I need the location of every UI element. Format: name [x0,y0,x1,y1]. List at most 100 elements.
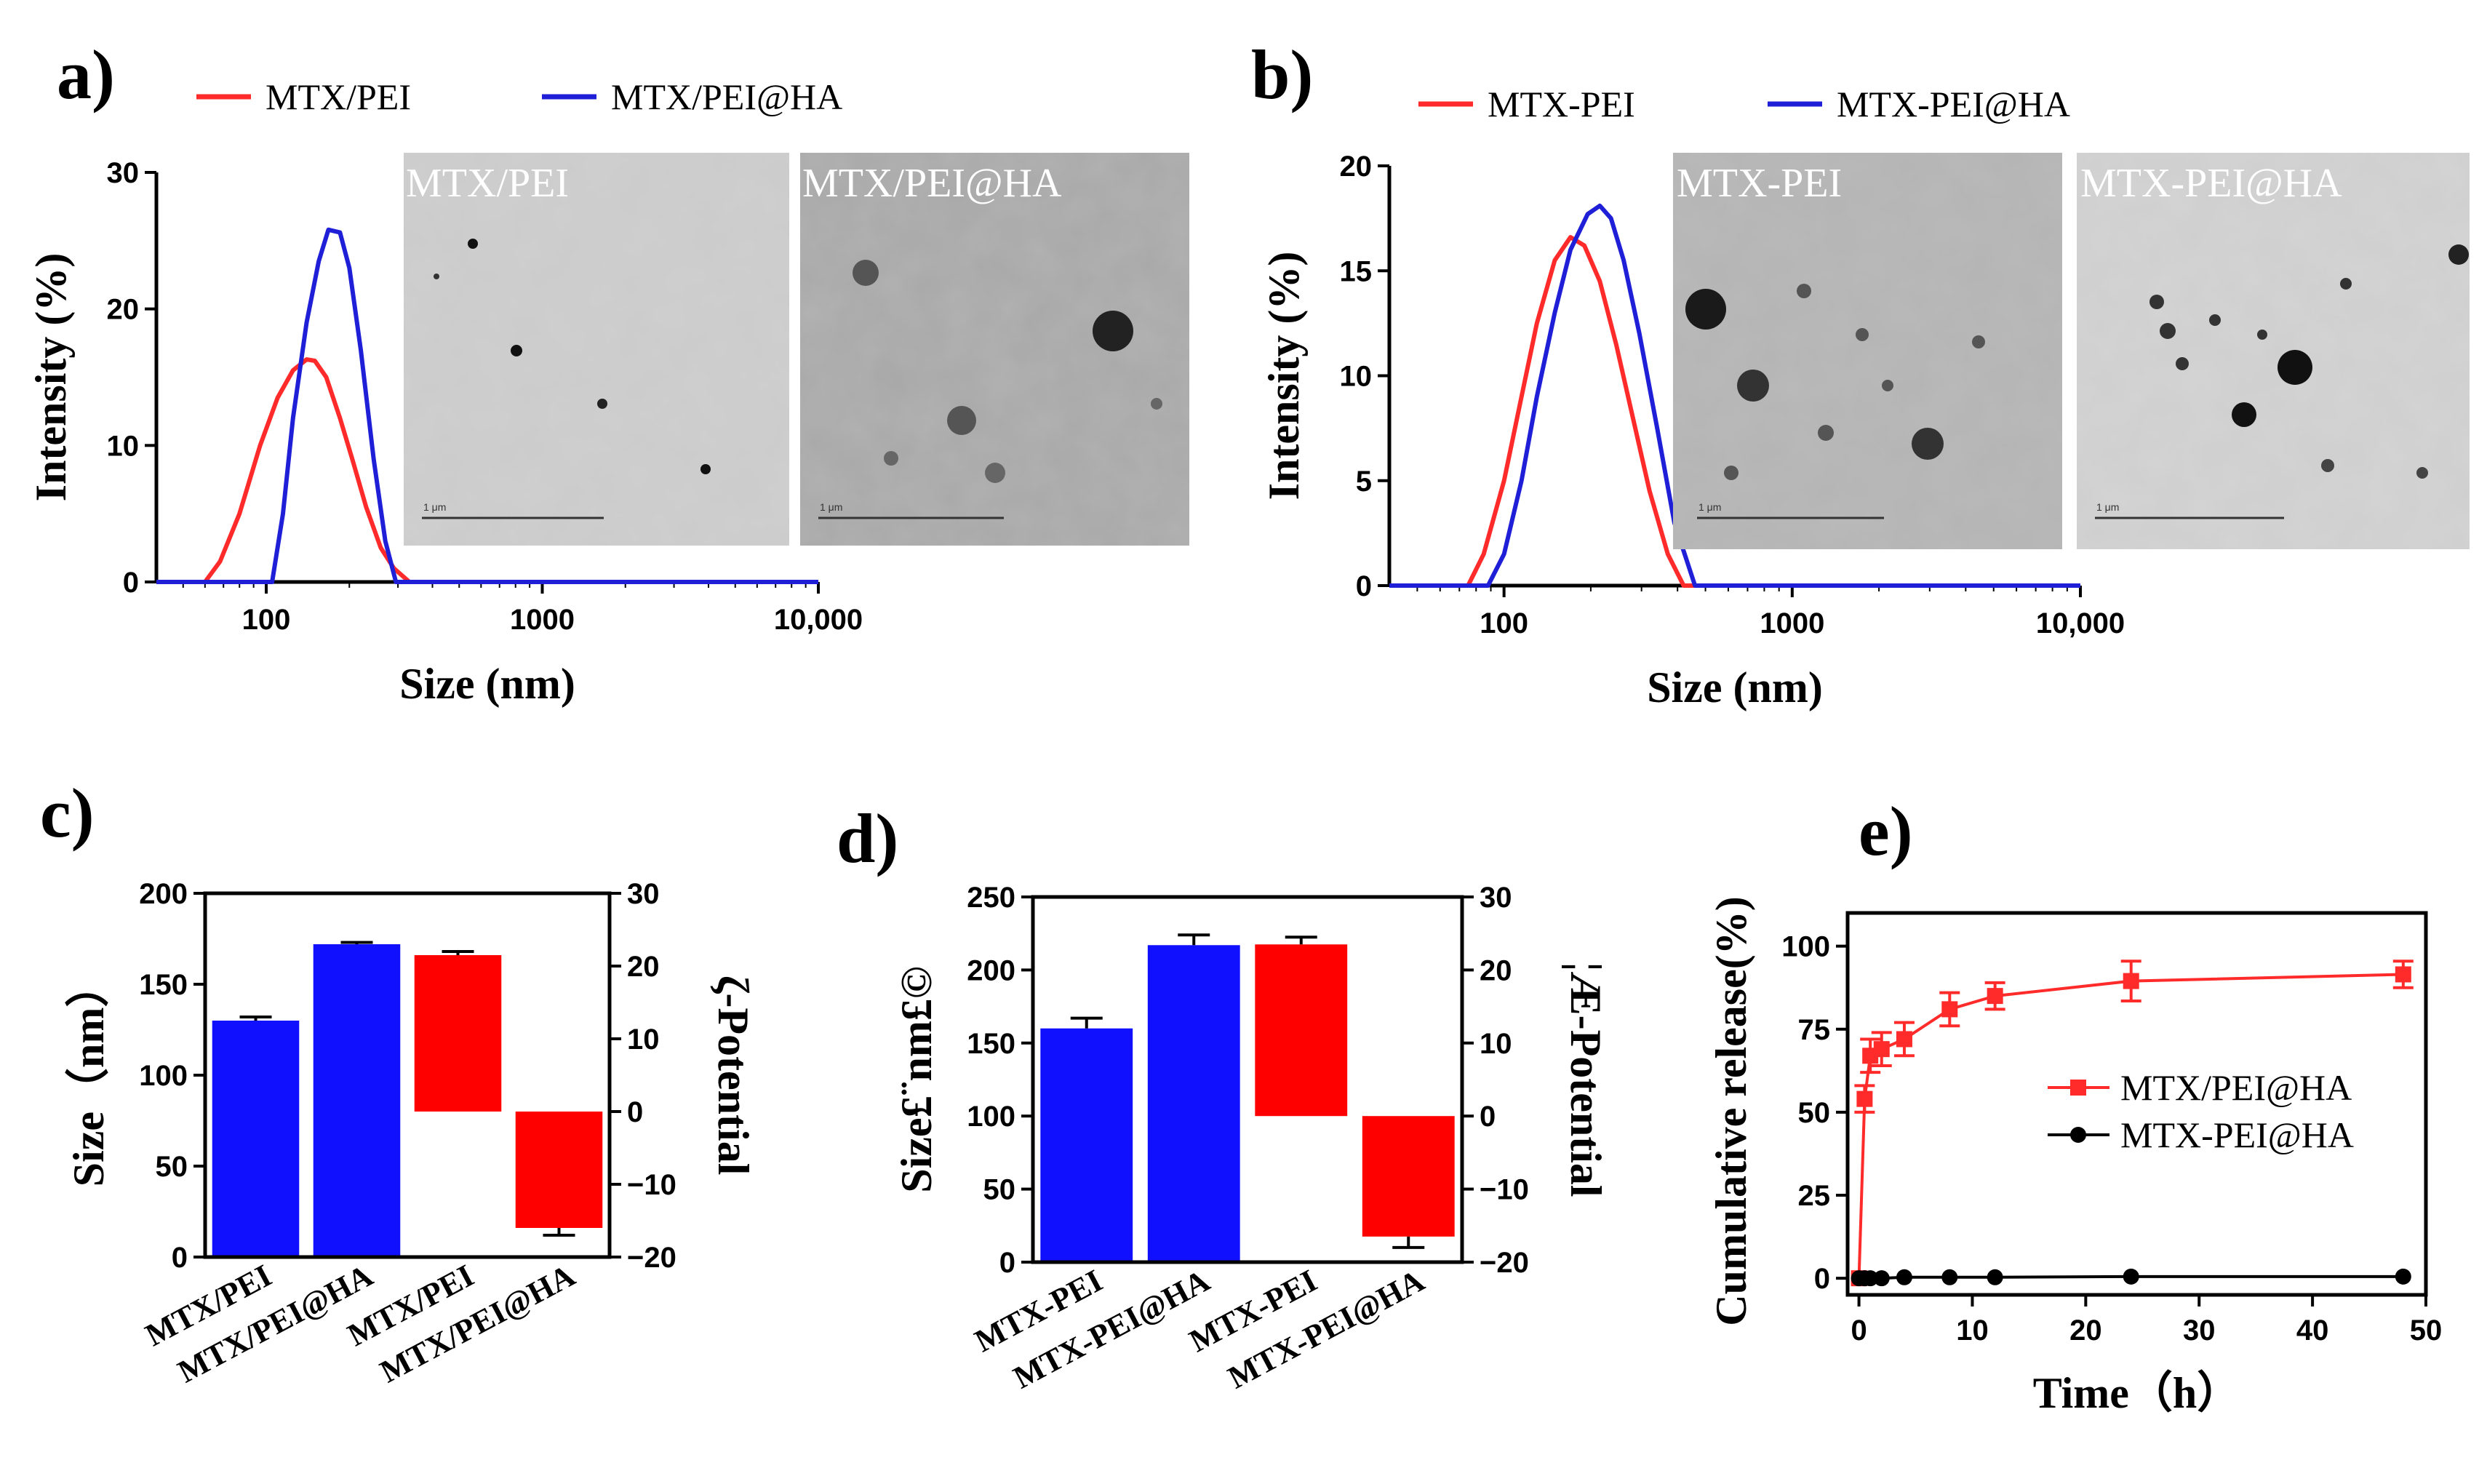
x-tick-label: 10,000 [2036,607,2125,639]
data-point [2395,1268,2411,1285]
y2-tick-label: −20 [627,1242,676,1274]
y-tick-label: 20 [1340,151,1373,183]
series-line-mtx-pei-ha [1389,203,2080,588]
bar-3 [1255,944,1348,1117]
y2-axis-title: ζ-Potential [709,976,757,1176]
legend-label: MTX-PEI [1488,84,1635,124]
series-line-mtx-pei [1389,235,2080,588]
tem-a1-label: MTX/PEI [406,161,569,206]
panel-a-tem-images: 1 μm MTX/PEI 1 μm MTX/PEI@HA [404,153,1189,546]
y2-axis-title: ¦Æ-Potential [1562,962,1610,1197]
tem-b2-label: MTX-PEI@HA [2080,161,2342,206]
x-axis-title: Size (nm) [1647,663,1823,711]
legend-marker [2070,1080,2086,1096]
y2-tick-label: 20 [1480,954,1512,986]
y-tick-label: 75 [1798,1014,1831,1046]
x-axis-title: Time（h） [2033,1368,2241,1417]
bar-2 [1147,945,1240,1262]
y-tick-label: 50 [156,1151,188,1183]
y2-tick-label: 30 [627,878,660,910]
plot-frame [1031,895,1464,1264]
y2-tick-label: 10 [627,1024,660,1056]
legend-marker [2070,1127,2086,1143]
y-tick-label: 100 [1781,931,1830,963]
bar-4 [515,1112,603,1228]
y-tick-label: 20 [107,294,140,326]
x-tick-label: 50 [2410,1315,2443,1347]
series-line-mtx-pei-ha [156,227,818,584]
x-tick-label: 30 [2183,1315,2216,1347]
tem-a1-scale: 1 μm [423,501,446,513]
y-tick-label: 100 [967,1101,1015,1133]
panel-d-letter: d) [837,799,898,877]
legend-label: MTX/PEI@HA [2120,1067,2352,1108]
tem-image-mtx-pei-ha-covalent: 1 μm MTX-PEI@HA [2077,153,2470,549]
x-tick-label: 1000 [510,604,575,636]
panel-a-dls-chart: 0 10 20 30 100 1000 10,000 Size (nm) Intensity (… [27,76,1189,708]
tem-image-mtx-pei: 1 μm MTX/PEI [404,153,789,546]
y-tick-label: 200 [139,878,188,910]
x-tick-label: 100 [1480,607,1528,639]
legend-label: MTX-PEI@HA [1837,84,2070,124]
bar-1 [212,1021,300,1257]
data-point [2395,966,2411,983]
bar-3 [414,955,502,1112]
data-point [1987,1269,2003,1285]
panel-c-bar-chart: MTX/PEIMTX/PEI@HAMTX/PEIMTX/PEI@HA050100… [64,878,757,1389]
y2-tick-label: 0 [627,1096,643,1128]
panel-e-release-chart: 0 25 50 75 100 0 10 20 30 40 50 Time（h） Cumulative r… [1707,896,2442,1417]
y-tick-label: 200 [967,954,1015,986]
y2-tick-label: 0 [1480,1101,1496,1133]
y-tick-label: 10 [1340,361,1373,393]
data-point [1862,1270,1879,1287]
y-axis-title: Size（nm） [64,964,113,1187]
bar-2 [313,944,401,1257]
y-tick-label: 0 [172,1242,188,1274]
x-tick-label: 40 [2296,1315,2329,1347]
y-tick-label: 0 [1814,1263,1830,1295]
data-point [1873,1270,1890,1287]
y-tick-label: 50 [1798,1097,1831,1129]
data-point [1896,1269,1912,1285]
panel-e-letter: e) [1859,792,1913,870]
tem-a2-scale: 1 μm [820,501,842,513]
tem-b2-scale: 1 μm [2096,501,2119,513]
data-point [1941,1269,1958,1285]
y-tick-label: 150 [139,969,188,1001]
series-line-mtx-pei [156,357,818,584]
y2-tick-label: −10 [1480,1174,1529,1206]
bar-4 [1362,1116,1455,1237]
panel-b-tem-images: 1 μm MTX-PEI 1 μm MTX-PEI@HA [1673,153,2470,549]
y-tick-label: 50 [983,1174,1016,1206]
y-tick-label: 5 [1356,466,1372,498]
y-axis-title: Cumulative release(%) [1707,896,1755,1325]
y-tick-label: 0 [1356,570,1372,602]
x-tick-label: 1000 [1760,607,1824,639]
tem-image-mtx-pei-ha: 1 μm MTX/PEI@HA [800,153,1189,546]
panel-b-letter: b) [1251,36,1313,113]
y-axis-title: Intensity (%) [1260,252,1308,500]
legend-label: MTX/PEI@HA [611,76,842,117]
tem-b1-scale: 1 μm [1698,501,1721,513]
data-point [1941,1001,1958,1018]
panel-c-letter: c) [40,774,95,852]
data-point [1896,1031,1912,1048]
panel-d-bar-chart: MTX-PEIMTX-PEI@HAMTX-PEIMTX-PEI@HA050100… [893,882,1610,1396]
tem-a2-label: MTX/PEI@HA [802,161,1062,206]
y-tick-label: 10 [107,430,140,462]
tem-image-mtx-pei-covalent: 1 μm MTX-PEI [1673,153,2062,549]
data-point [2123,973,2139,989]
data-point [2123,1268,2139,1285]
y-tick-label: 100 [139,1060,188,1092]
y2-tick-label: 30 [1480,882,1512,914]
panel-b-dls-chart: 0 5 10 15 20 100 1000 10,000 Size (nm) Intensity … [1260,84,2470,711]
data-point [1987,988,2003,1005]
x-tick-label: 10 [1956,1315,1989,1347]
y2-tick-label: 10 [1480,1028,1512,1060]
legend-label: MTX-PEI@HA [2120,1114,2354,1155]
y-tick-label: 30 [107,157,140,189]
x-tick-label: 100 [242,604,291,636]
y-axis-title: Intensity (%) [27,253,75,502]
y-axis-title: Size£¨nm£© [893,966,941,1192]
